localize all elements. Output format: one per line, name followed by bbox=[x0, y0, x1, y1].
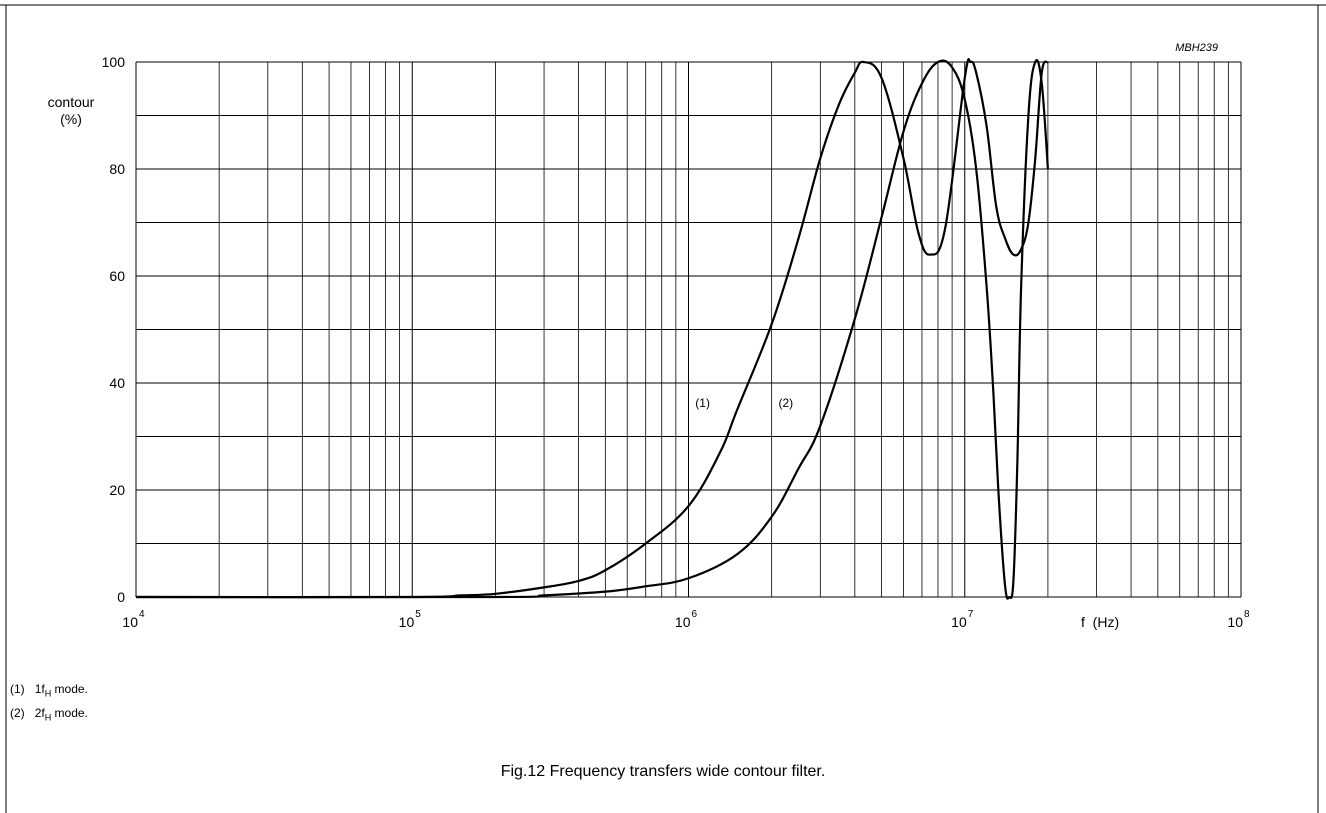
y-tick-label: 40 bbox=[109, 375, 125, 391]
chart-grid bbox=[135, 61, 1242, 598]
x-tick-label-exponent: 6 bbox=[692, 609, 698, 620]
annotation-layer: (1) (2) bbox=[695, 396, 793, 410]
legend-item-2: (2) 2fH mode. bbox=[10, 706, 88, 722]
x-axis-label: f (Hz) bbox=[1081, 614, 1119, 630]
legend-item-1-subscript: H bbox=[44, 688, 52, 699]
x-tick-label-base: 10 bbox=[399, 614, 415, 630]
y-tick-label: 80 bbox=[109, 161, 125, 177]
x-tick-label-exponent: 8 bbox=[1244, 609, 1250, 620]
x-tick-label-exponent: 7 bbox=[968, 609, 974, 620]
y-tick-label: 60 bbox=[109, 268, 125, 284]
x-tick-label-base: 10 bbox=[675, 614, 691, 630]
y-tick-labels: 0 20 40 60 80 100 bbox=[102, 54, 126, 605]
x-tick-label: 10 7 bbox=[951, 609, 974, 630]
legend-item-1-suffix: mode. bbox=[51, 682, 88, 696]
legend-item-2-subscript: H bbox=[44, 712, 52, 723]
figure-id: MBH239 bbox=[1175, 42, 1218, 54]
series-layer bbox=[135, 58, 1050, 600]
legend-item-2-prefix: 2f bbox=[34, 706, 45, 720]
legend-item-1-number: (1) bbox=[10, 682, 25, 696]
y-tick-label: 100 bbox=[102, 54, 126, 70]
figure-caption: Fig.12 Frequency transfers wide contour … bbox=[500, 763, 826, 780]
legend-item-1-prefix: 1f bbox=[34, 682, 45, 696]
legend-item-2-number: (2) bbox=[10, 706, 25, 720]
x-tick-label-base: 10 bbox=[951, 614, 967, 630]
x-tick-label-exponent: 4 bbox=[139, 609, 145, 620]
legend-item-2-suffix: mode. bbox=[51, 706, 88, 720]
legend-item-1: (1) 1fH mode. bbox=[10, 682, 88, 698]
y-axis-label-line1: contour bbox=[48, 94, 95, 110]
y-axis-label-line2: (%) bbox=[60, 111, 82, 127]
x-tick-label: 10 4 bbox=[122, 609, 145, 630]
y-tick-label: 0 bbox=[117, 589, 125, 605]
curve-label-2: (2) bbox=[778, 396, 793, 410]
x-tick-label-exponent: 5 bbox=[415, 609, 421, 620]
series-line-1 bbox=[135, 58, 1049, 599]
x-tick-label: 10 6 bbox=[675, 609, 698, 630]
x-tick-labels: 10 4 10 5 10 6 10 7 10 8 bbox=[122, 609, 1250, 630]
x-tick-label-base: 10 bbox=[1227, 614, 1243, 630]
series-line-2 bbox=[135, 59, 1050, 600]
curve-label-1: (1) bbox=[695, 396, 710, 410]
x-tick-label: 10 5 bbox=[399, 609, 422, 630]
y-tick-label: 20 bbox=[109, 482, 125, 498]
x-tick-label-base: 10 bbox=[122, 614, 138, 630]
x-tick-label: 10 8 bbox=[1227, 609, 1250, 630]
